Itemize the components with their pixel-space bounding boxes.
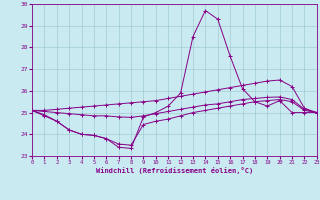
X-axis label: Windchill (Refroidissement éolien,°C): Windchill (Refroidissement éolien,°C) xyxy=(96,167,253,174)
